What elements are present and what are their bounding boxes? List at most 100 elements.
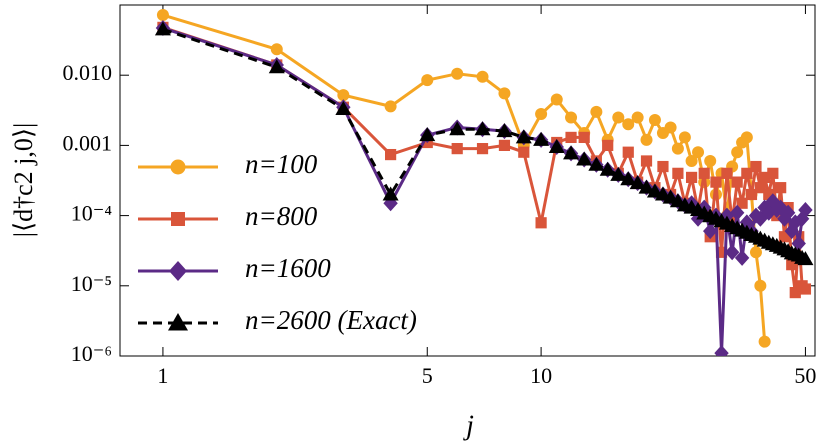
legend-label: n=800	[245, 201, 318, 231]
marker	[750, 160, 762, 173]
marker	[734, 249, 750, 266]
marker	[640, 133, 653, 146]
marker	[171, 212, 185, 226]
marker	[724, 244, 740, 261]
marker	[794, 210, 810, 227]
marker	[629, 175, 646, 190]
marker	[657, 160, 669, 173]
marker	[767, 167, 779, 179]
marker	[784, 223, 799, 240]
y-tick-label: 0.001	[63, 130, 113, 155]
marker	[588, 156, 605, 171]
marker	[753, 210, 768, 227]
y-tick-label: 10⁻⁵	[71, 271, 112, 296]
marker	[710, 176, 722, 188]
marker	[799, 283, 812, 295]
marker	[721, 167, 733, 179]
marker	[703, 223, 718, 240]
marker	[763, 188, 775, 201]
marker	[741, 167, 753, 179]
marker	[672, 167, 684, 179]
y-tick-label: 10⁻⁶	[71, 341, 112, 366]
marker	[620, 171, 637, 186]
marker	[548, 138, 565, 153]
legend-label: n=1600	[245, 253, 331, 283]
marker	[451, 143, 463, 155]
marker	[773, 199, 788, 216]
y-tick-label: 10⁻⁴	[71, 201, 113, 226]
marker	[778, 231, 791, 243]
marker	[578, 131, 590, 144]
marker	[533, 131, 550, 146]
marker	[385, 148, 397, 161]
marker	[515, 129, 532, 144]
marker	[685, 154, 698, 167]
marker	[335, 101, 352, 116]
marker	[777, 210, 792, 227]
marker	[729, 204, 745, 221]
marker	[754, 279, 767, 292]
marker	[563, 145, 580, 160]
marker	[715, 246, 728, 258]
marker	[797, 251, 814, 266]
legend-label: n=100	[245, 149, 318, 179]
marker	[640, 155, 653, 167]
marker	[612, 111, 625, 124]
marker	[565, 131, 577, 144]
marker	[714, 345, 729, 356]
marker	[731, 176, 743, 188]
marker	[576, 151, 593, 166]
marker	[678, 131, 691, 144]
marker	[496, 123, 513, 138]
marker	[731, 146, 744, 159]
marker	[518, 146, 530, 158]
marker	[154, 21, 171, 36]
marker	[382, 186, 399, 201]
x-tick-label: 5	[422, 363, 433, 388]
marker	[622, 146, 634, 158]
marker	[476, 143, 489, 155]
marker	[169, 261, 187, 281]
marker	[671, 142, 684, 155]
marker	[759, 171, 771, 184]
marker	[745, 188, 758, 201]
marker	[270, 43, 283, 56]
marker	[685, 171, 698, 184]
legend-label: n=2600 (Exact)	[245, 305, 417, 335]
marker	[754, 182, 766, 194]
marker	[550, 93, 563, 106]
marker	[602, 139, 614, 151]
plot-frame	[119, 4, 816, 357]
y-axis-label: |⟨d†c2 j,0⟩|	[9, 123, 38, 237]
marker	[451, 67, 464, 80]
marker	[535, 217, 547, 229]
marker	[610, 166, 627, 181]
marker	[789, 287, 801, 299]
marker	[704, 154, 717, 167]
marker	[664, 121, 677, 134]
marker	[622, 118, 635, 131]
marker	[268, 59, 285, 74]
x-tick-label: 10	[530, 363, 552, 388]
marker	[419, 127, 436, 142]
marker	[692, 146, 705, 159]
marker	[476, 70, 489, 83]
marker	[449, 121, 466, 136]
marker	[736, 197, 748, 209]
marker	[648, 114, 661, 127]
marker	[698, 167, 710, 179]
y-tick-label: 0.010	[63, 60, 113, 85]
marker	[168, 313, 188, 331]
marker	[780, 204, 796, 221]
marker	[599, 161, 616, 176]
marker	[638, 179, 655, 194]
marker	[337, 89, 350, 102]
x-tick-label: 50	[794, 363, 816, 388]
marker	[758, 335, 771, 348]
marker	[498, 139, 511, 151]
marker	[786, 259, 798, 271]
marker	[761, 204, 776, 221]
marker	[498, 87, 511, 100]
